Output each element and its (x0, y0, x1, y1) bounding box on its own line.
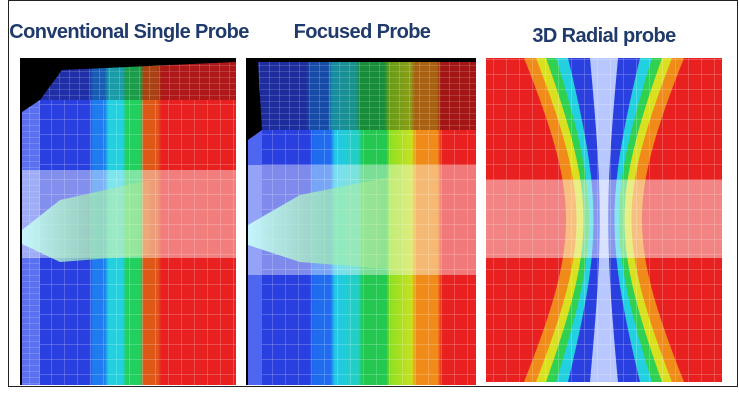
panel-title: 3D Radial probe (532, 25, 676, 47)
panel-title: Focused Probe (294, 21, 431, 43)
radial-probe-image (486, 58, 722, 382)
conventional-probe-image (20, 58, 236, 385)
panel-title: Conventional Single Probe (9, 21, 249, 43)
figure: Conventional Single Probe Focused Probe … (0, 0, 739, 394)
page: Conventional Single Probe Focused Probe … (0, 0, 739, 394)
focused-probe-image (246, 58, 476, 385)
